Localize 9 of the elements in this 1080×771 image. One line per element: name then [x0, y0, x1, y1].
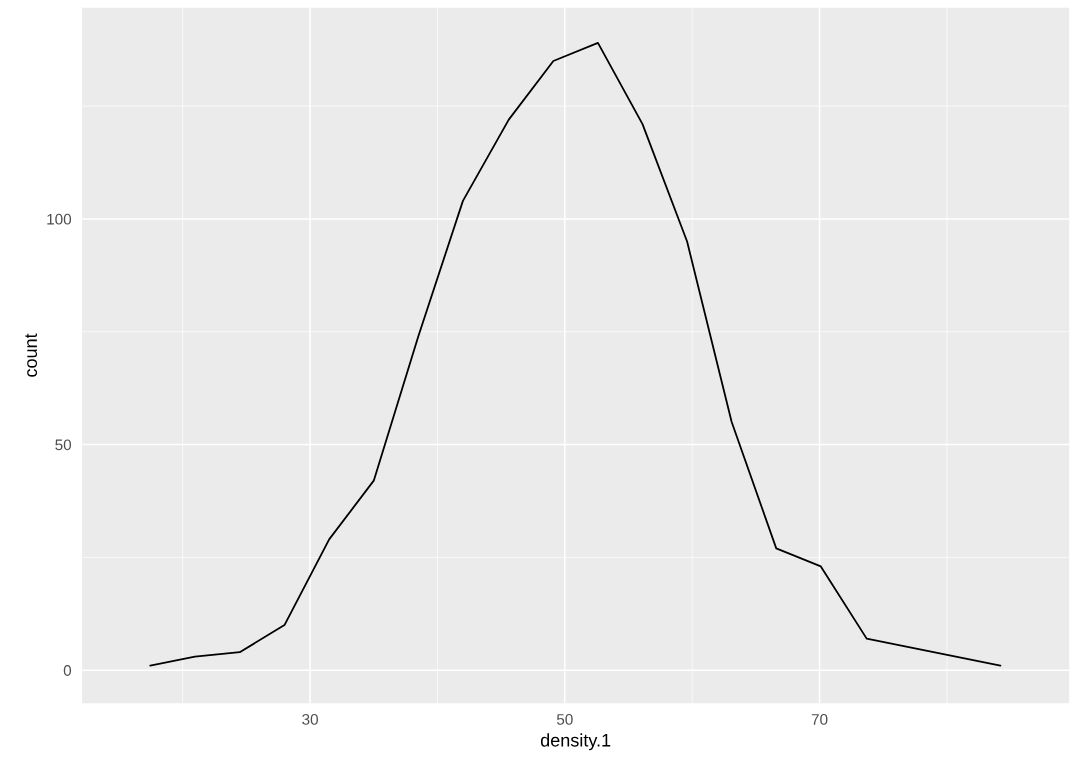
x-axis-title: density.1 — [540, 733, 611, 751]
x-tick-label: 30 — [302, 713, 318, 725]
y-tick-label: 100 — [47, 213, 72, 225]
x-tick-label: 70 — [811, 713, 828, 725]
y-axis-title: count — [25, 333, 38, 377]
y-tick-label: 0 — [63, 665, 72, 676]
y-tick-label: 50 — [55, 439, 72, 451]
line-series — [149, 42, 1002, 667]
x-tick-label: 50 — [556, 713, 573, 725]
